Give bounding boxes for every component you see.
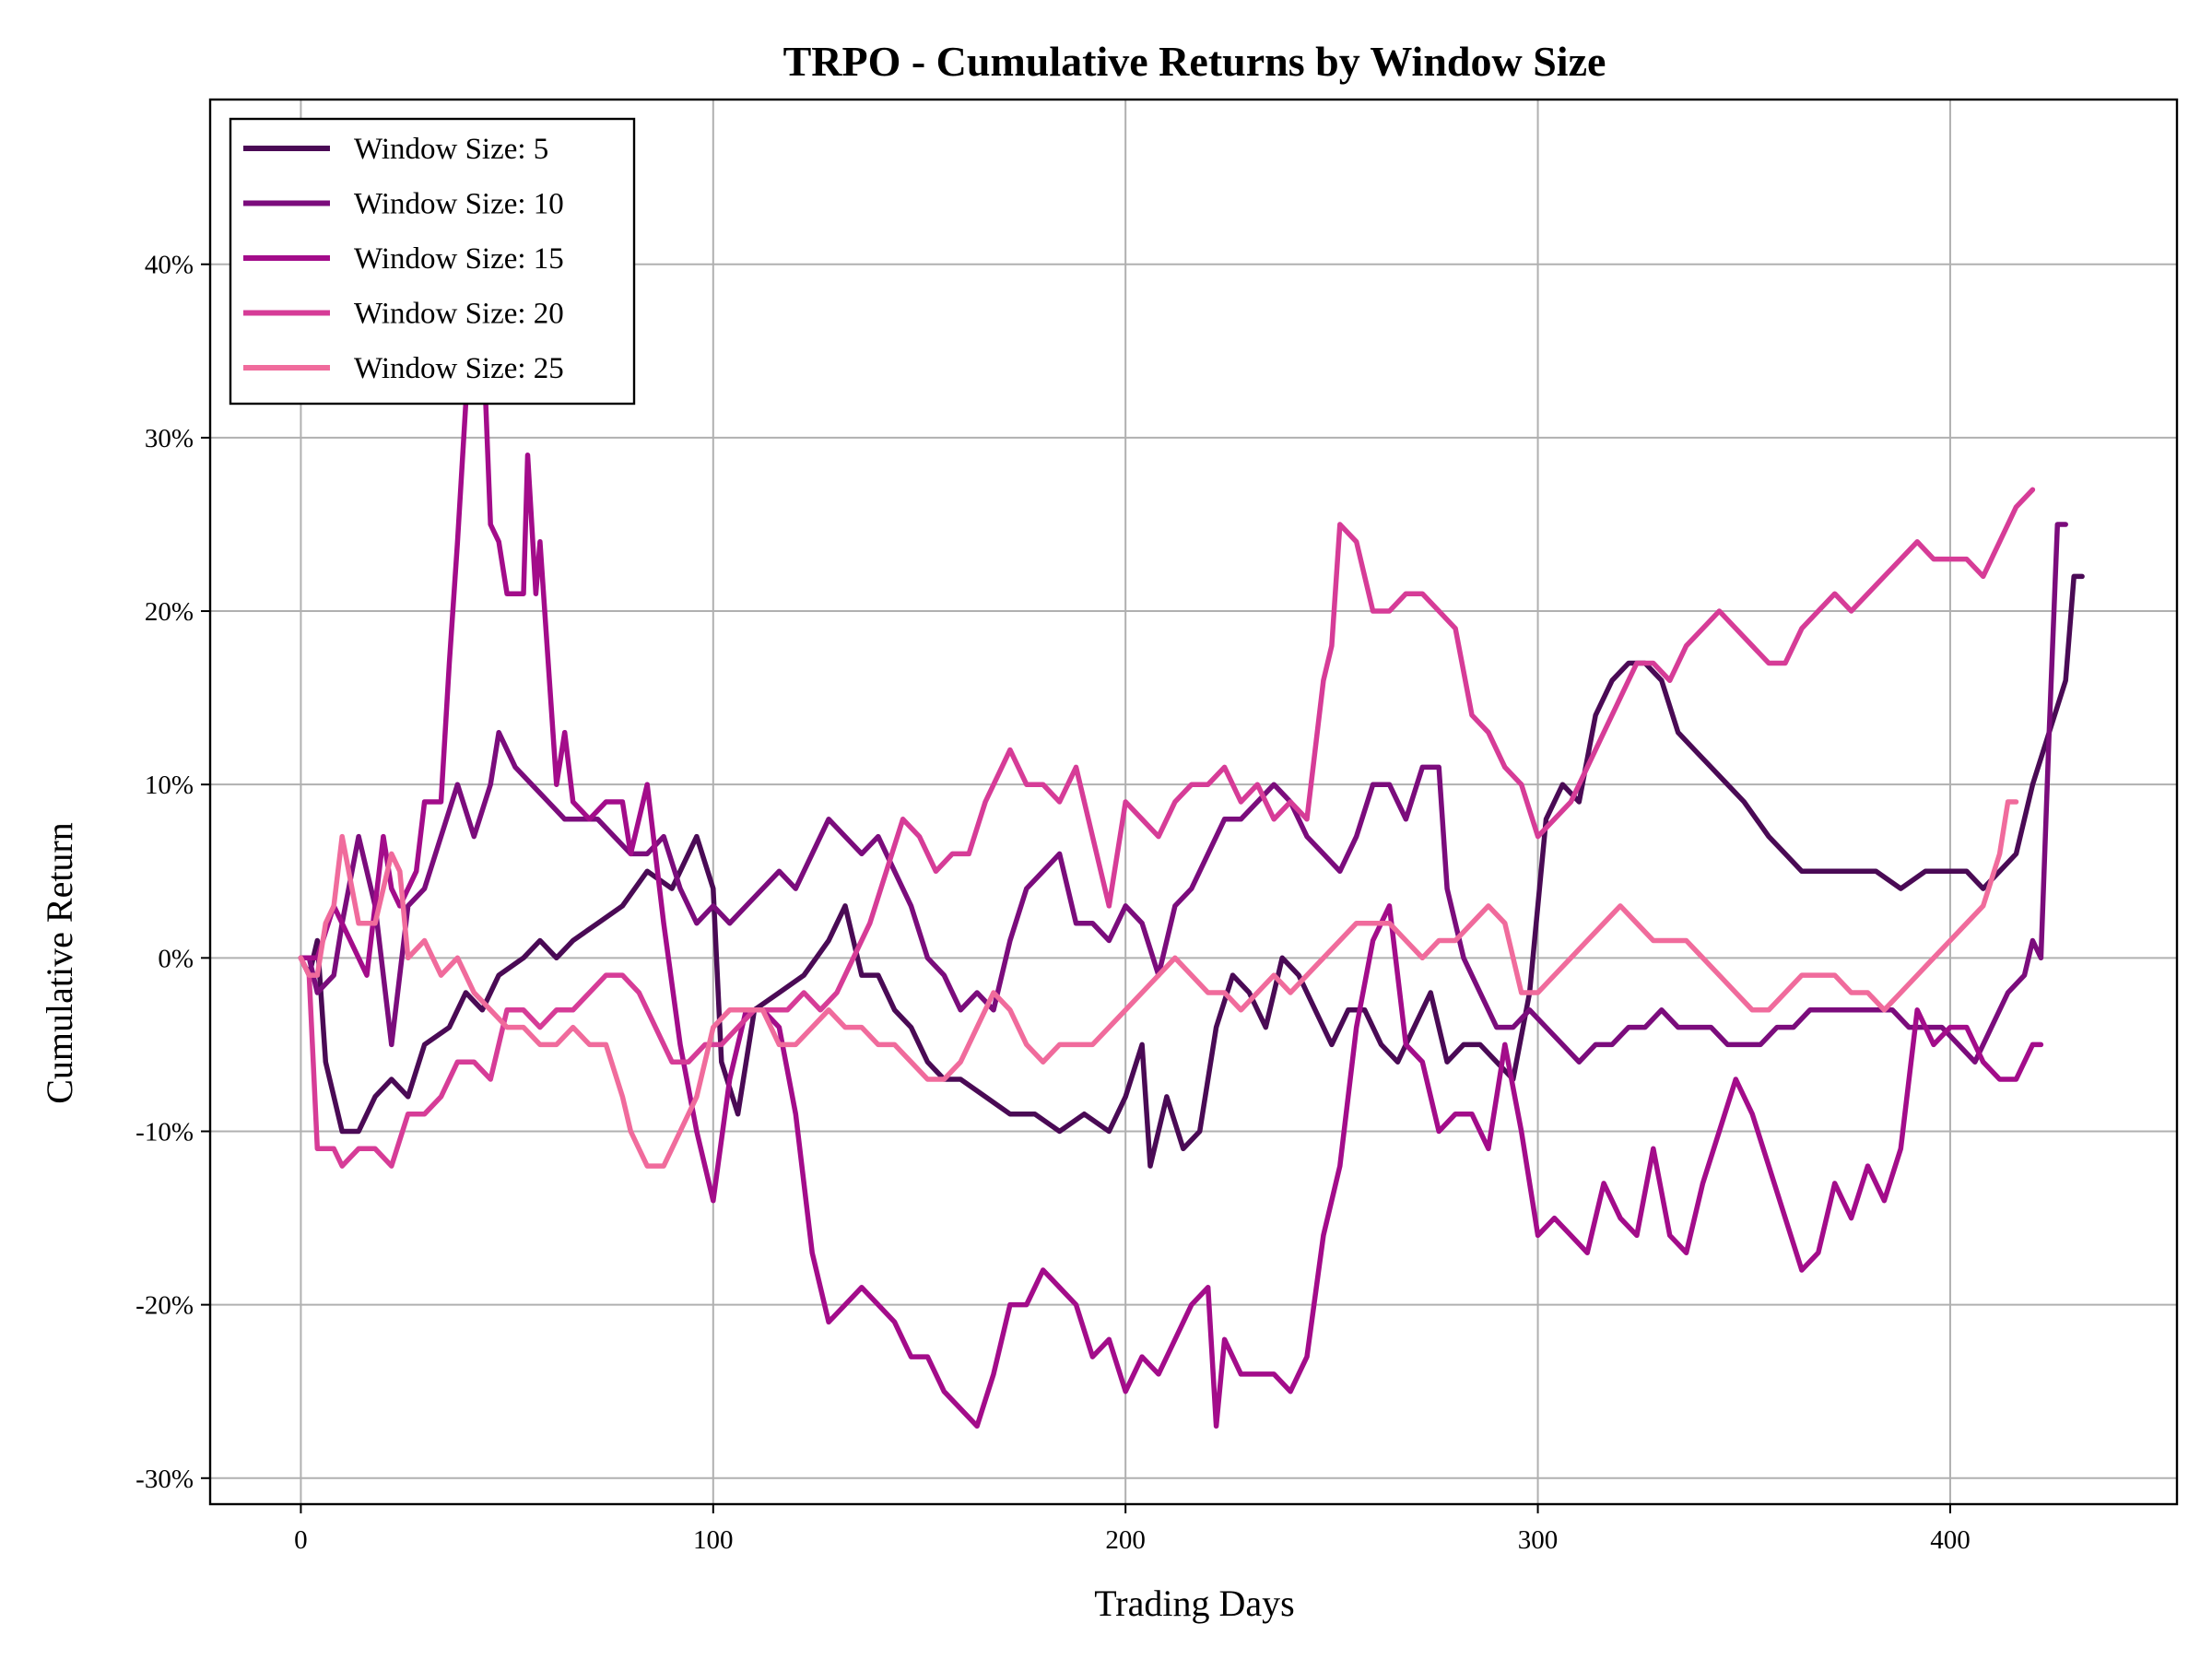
x-tick-label: 400 <box>1930 1525 1971 1555</box>
y-tick-label: -20% <box>135 1291 194 1321</box>
y-axis-ticks: -30% -20% -10% 0% 10% 20% 30% 40% <box>135 251 210 1494</box>
y-tick-label: 0% <box>158 944 194 973</box>
y-tick-label: -30% <box>135 1465 194 1494</box>
legend-box <box>229 117 636 406</box>
legend-label-1: Window Size: 5 <box>354 133 548 166</box>
legend-label-2: Window Size: 10 <box>354 188 564 221</box>
x-tick-label: 300 <box>1518 1525 1559 1555</box>
x-axis-label: Trading Days <box>1094 1583 1294 1624</box>
y-tick-label: 40% <box>145 251 194 280</box>
chart-title: TRPO - Cumulative Returns by Window Size <box>783 38 1606 85</box>
plot-frame <box>208 98 2179 1506</box>
legend-label-3: Window Size: 15 <box>354 242 564 276</box>
series-line-2 <box>298 522 2068 1065</box>
series-line-1 <box>298 573 2085 1169</box>
series-line-3 <box>298 313 2044 1430</box>
y-tick-label: 10% <box>145 771 194 800</box>
series-line-4 <box>298 487 2036 1169</box>
x-tick-label: 0 <box>294 1525 308 1555</box>
legend-label-4: Window Size: 20 <box>354 298 564 331</box>
legend-label-5: Window Size: 25 <box>354 352 564 385</box>
series-lines <box>298 313 2085 1430</box>
y-tick-label: 20% <box>145 597 194 627</box>
y-tick-label: -10% <box>135 1117 194 1147</box>
y-tick-label: 30% <box>145 424 194 453</box>
legend: Window Size: 5 Window Size: 10 Window Size… <box>229 117 636 406</box>
series-line-5 <box>298 799 2019 1169</box>
y-axis-label: Cumulative Return <box>39 822 80 1104</box>
x-axis-ticks: 0 100 200 300 400 <box>294 1504 1971 1555</box>
x-tick-label: 100 <box>693 1525 734 1555</box>
x-tick-label: 200 <box>1105 1525 1146 1555</box>
